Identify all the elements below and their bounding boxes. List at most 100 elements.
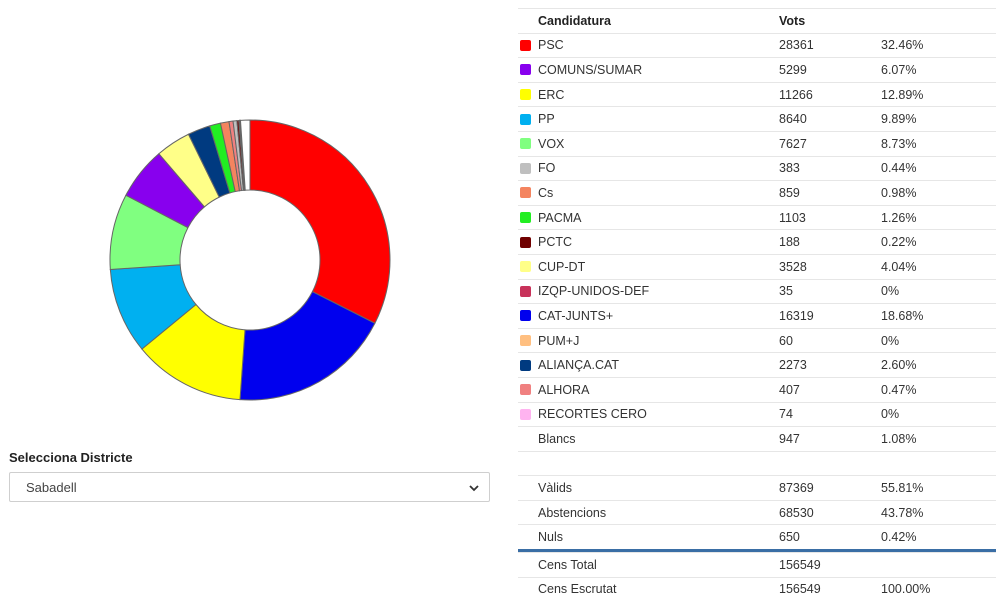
row-votes: 188 <box>779 229 881 255</box>
table-row: ERC 11266 12.89% <box>518 81 996 107</box>
row-name: Cs <box>538 180 779 206</box>
row-votes: 87369 <box>779 475 881 501</box>
table-row: Blancs 947 1.08% <box>518 426 996 452</box>
row-pct <box>881 552 996 578</box>
row-pct: 0% <box>881 327 996 353</box>
row-votes: 16319 <box>779 303 881 329</box>
row-swatch-cell <box>518 57 538 83</box>
party-color-swatch <box>520 113 531 125</box>
row-swatch-cell <box>518 552 538 578</box>
donut-slice-blancs[interactable] <box>239 119 251 191</box>
row-swatch-cell <box>518 32 538 58</box>
table-row: COMUNS/SUMAR 5299 6.07% <box>518 57 996 83</box>
table-row: VOX 7627 8.73% <box>518 130 996 157</box>
party-color-swatch <box>520 39 531 51</box>
party-color-swatch <box>520 89 531 101</box>
row-pct: 18.68% <box>881 303 996 329</box>
row-pct: 0% <box>881 401 996 427</box>
party-color-swatch <box>520 408 531 420</box>
row-votes: 74 <box>779 401 881 427</box>
row-swatch-cell <box>518 426 538 452</box>
row-votes: 407 <box>779 376 881 402</box>
row-name: ALHORA <box>538 376 779 402</box>
table-row: Abstencions 68530 43.78% <box>518 499 996 525</box>
row-swatch-cell <box>518 352 538 378</box>
table-row: CUP-DT 3528 4.04% <box>518 253 996 280</box>
row-votes: 35 <box>779 278 881 304</box>
row-name: Nuls <box>538 524 779 551</box>
row-pct: 2.60% <box>881 352 996 378</box>
table-header-row: Candidatura Vots <box>518 8 996 34</box>
header-swatch <box>518 8 538 34</box>
row-swatch-cell <box>518 106 538 132</box>
table-row: RECORTES CERO 74 0% <box>518 401 996 427</box>
row-pct: 9.89% <box>881 106 996 132</box>
row-votes: 947 <box>779 426 881 452</box>
row-swatch-cell <box>518 303 538 329</box>
row-name: Cens Total <box>538 552 779 578</box>
row-pct: 43.78% <box>881 499 996 525</box>
row-pct: 32.46% <box>881 32 996 58</box>
district-select[interactable]: Sabadell <box>9 472 490 502</box>
party-color-swatch <box>520 236 531 248</box>
table-row: IZQP-UNIDOS-DEF 35 0% <box>518 278 996 304</box>
table-row: ALHORA 407 0.47% <box>518 376 996 402</box>
row-swatch-cell <box>518 524 538 551</box>
party-color-swatch <box>520 384 531 396</box>
row-name: IZQP-UNIDOS-DEF <box>538 278 779 304</box>
row-name: PSC <box>538 32 779 58</box>
table-row: PUM+J 60 0% <box>518 327 996 353</box>
donut-slice-cat-junts-[interactable] <box>239 290 376 401</box>
row-swatch-cell <box>518 401 538 427</box>
row-pct: 55.81% <box>881 475 996 501</box>
row-votes: 156549 <box>779 576 881 602</box>
row-swatch-cell <box>518 278 538 304</box>
row-swatch-cell <box>518 229 538 255</box>
table-row: Nuls 650 0.42% <box>518 524 996 551</box>
row-name: Vàlids <box>538 475 779 501</box>
row-swatch-cell <box>518 376 538 402</box>
row-name: PCTC <box>538 229 779 255</box>
table-row: PP 8640 9.89% <box>518 106 996 132</box>
row-votes: 28361 <box>779 32 881 58</box>
table-row: ALIANÇA.CAT 2273 2.60% <box>518 352 996 378</box>
table-row: PACMA 1103 1.26% <box>518 204 996 230</box>
row-pct: 6.07% <box>881 57 996 83</box>
row-swatch-cell <box>518 81 538 107</box>
row-swatch-cell <box>518 327 538 353</box>
row-name: CUP-DT <box>538 253 779 280</box>
district-label: Selecciona Districte <box>9 450 133 465</box>
row-swatch-cell <box>518 155 538 181</box>
row-pct: 8.73% <box>881 130 996 157</box>
header-candidatura: Candidatura <box>538 8 779 34</box>
row-votes: 68530 <box>779 499 881 525</box>
row-pct: 12.89% <box>881 81 996 107</box>
party-color-swatch <box>520 310 531 322</box>
row-pct: 0.47% <box>881 376 996 402</box>
row-name: CAT-JUNTS+ <box>538 303 779 329</box>
row-swatch-cell <box>518 576 538 602</box>
row-pct: 0.42% <box>881 524 996 551</box>
row-name: PP <box>538 106 779 132</box>
row-swatch-cell <box>518 499 538 525</box>
table-row: Cens Total 156549 <box>518 552 996 578</box>
row-votes: 859 <box>779 180 881 206</box>
row-pct: 1.08% <box>881 426 996 452</box>
results-table: Candidatura Vots PSC 28361 32.46% COMUNS/SU… <box>518 8 996 602</box>
donut-slice-psc[interactable] <box>249 119 391 324</box>
party-color-swatch <box>520 162 531 174</box>
party-color-swatch <box>520 335 531 347</box>
spacer-row <box>518 450 996 476</box>
row-name: ALIANÇA.CAT <box>538 352 779 378</box>
table-row: CAT-JUNTS+ 16319 18.68% <box>518 303 996 329</box>
party-color-swatch <box>520 187 531 199</box>
row-pct: 100.00% <box>881 576 996 602</box>
row-name: Cens Escrutat <box>538 576 779 602</box>
table-row: Cs 859 0.98% <box>518 180 996 206</box>
divider <box>518 549 996 554</box>
row-swatch-cell <box>518 180 538 206</box>
row-votes: 3528 <box>779 253 881 280</box>
row-votes: 383 <box>779 155 881 181</box>
party-color-swatch <box>520 212 531 224</box>
row-pct: 0.22% <box>881 229 996 255</box>
